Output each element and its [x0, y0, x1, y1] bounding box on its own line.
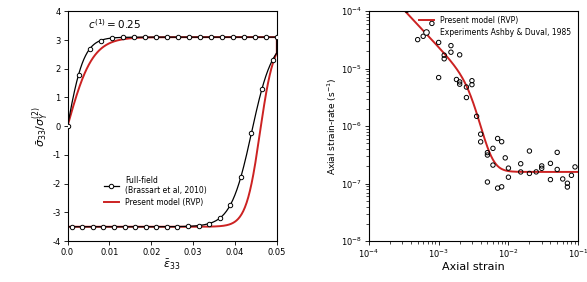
- Point: [455, 52, 464, 57]
- Point: [537, 164, 546, 168]
- Point: [419, 34, 428, 39]
- Point: [455, 80, 464, 84]
- Point: [440, 53, 449, 58]
- Point: [566, 173, 576, 178]
- Point: [501, 156, 510, 160]
- Point: [552, 150, 562, 155]
- Point: [434, 75, 443, 80]
- Point: [483, 153, 492, 157]
- Point: [434, 40, 443, 45]
- Point: [488, 146, 498, 151]
- Y-axis label: Axial strain-rate ($\mathrm{s}^{-1}$): Axial strain-rate ($\mathrm{s}^{-1}$): [326, 78, 339, 175]
- X-axis label: Axial strain: Axial strain: [442, 262, 505, 272]
- Point: [516, 170, 525, 174]
- Point: [546, 161, 555, 166]
- Point: [402, 8, 411, 12]
- Point: [571, 165, 580, 169]
- Point: [427, 21, 437, 26]
- Point: [472, 114, 481, 118]
- Point: [467, 78, 477, 83]
- Point: [462, 95, 471, 100]
- Point: [525, 171, 534, 176]
- Point: [440, 56, 449, 61]
- Point: [493, 136, 502, 141]
- Point: [516, 162, 525, 166]
- Point: [525, 149, 534, 153]
- Point: [452, 77, 461, 82]
- Point: [552, 167, 562, 172]
- Point: [493, 186, 502, 190]
- Point: [504, 175, 513, 179]
- Y-axis label: $\bar{\sigma}_{33}/\sigma_Y^{(2)}$: $\bar{\sigma}_{33}/\sigma_Y^{(2)}$: [30, 106, 51, 147]
- Legend: Present model (RVP), Experiments Ashby & Duval, 1985: Present model (RVP), Experiments Ashby &…: [416, 13, 574, 40]
- Point: [413, 38, 423, 42]
- Point: [467, 82, 477, 87]
- Text: $c^{(1)} = 0.25$: $c^{(1)} = 0.25$: [89, 17, 141, 30]
- Point: [483, 150, 492, 155]
- Point: [446, 50, 456, 54]
- Point: [546, 177, 555, 182]
- Point: [462, 85, 471, 89]
- Legend: Full-field
(Brassart et al, 2010), Present model (RVP): Full-field (Brassart et al, 2010), Prese…: [101, 173, 210, 210]
- Point: [483, 180, 492, 184]
- Point: [563, 185, 572, 189]
- Point: [563, 181, 572, 186]
- X-axis label: $\bar{\varepsilon}_{33}$: $\bar{\varepsilon}_{33}$: [164, 258, 181, 272]
- Point: [476, 132, 485, 136]
- Point: [504, 166, 513, 170]
- Point: [531, 170, 541, 174]
- Point: [537, 166, 546, 171]
- Point: [497, 184, 507, 189]
- Point: [497, 139, 507, 144]
- Point: [488, 163, 498, 167]
- Point: [558, 177, 568, 181]
- Point: [476, 140, 485, 144]
- Point: [455, 82, 464, 87]
- Point: [446, 43, 456, 48]
